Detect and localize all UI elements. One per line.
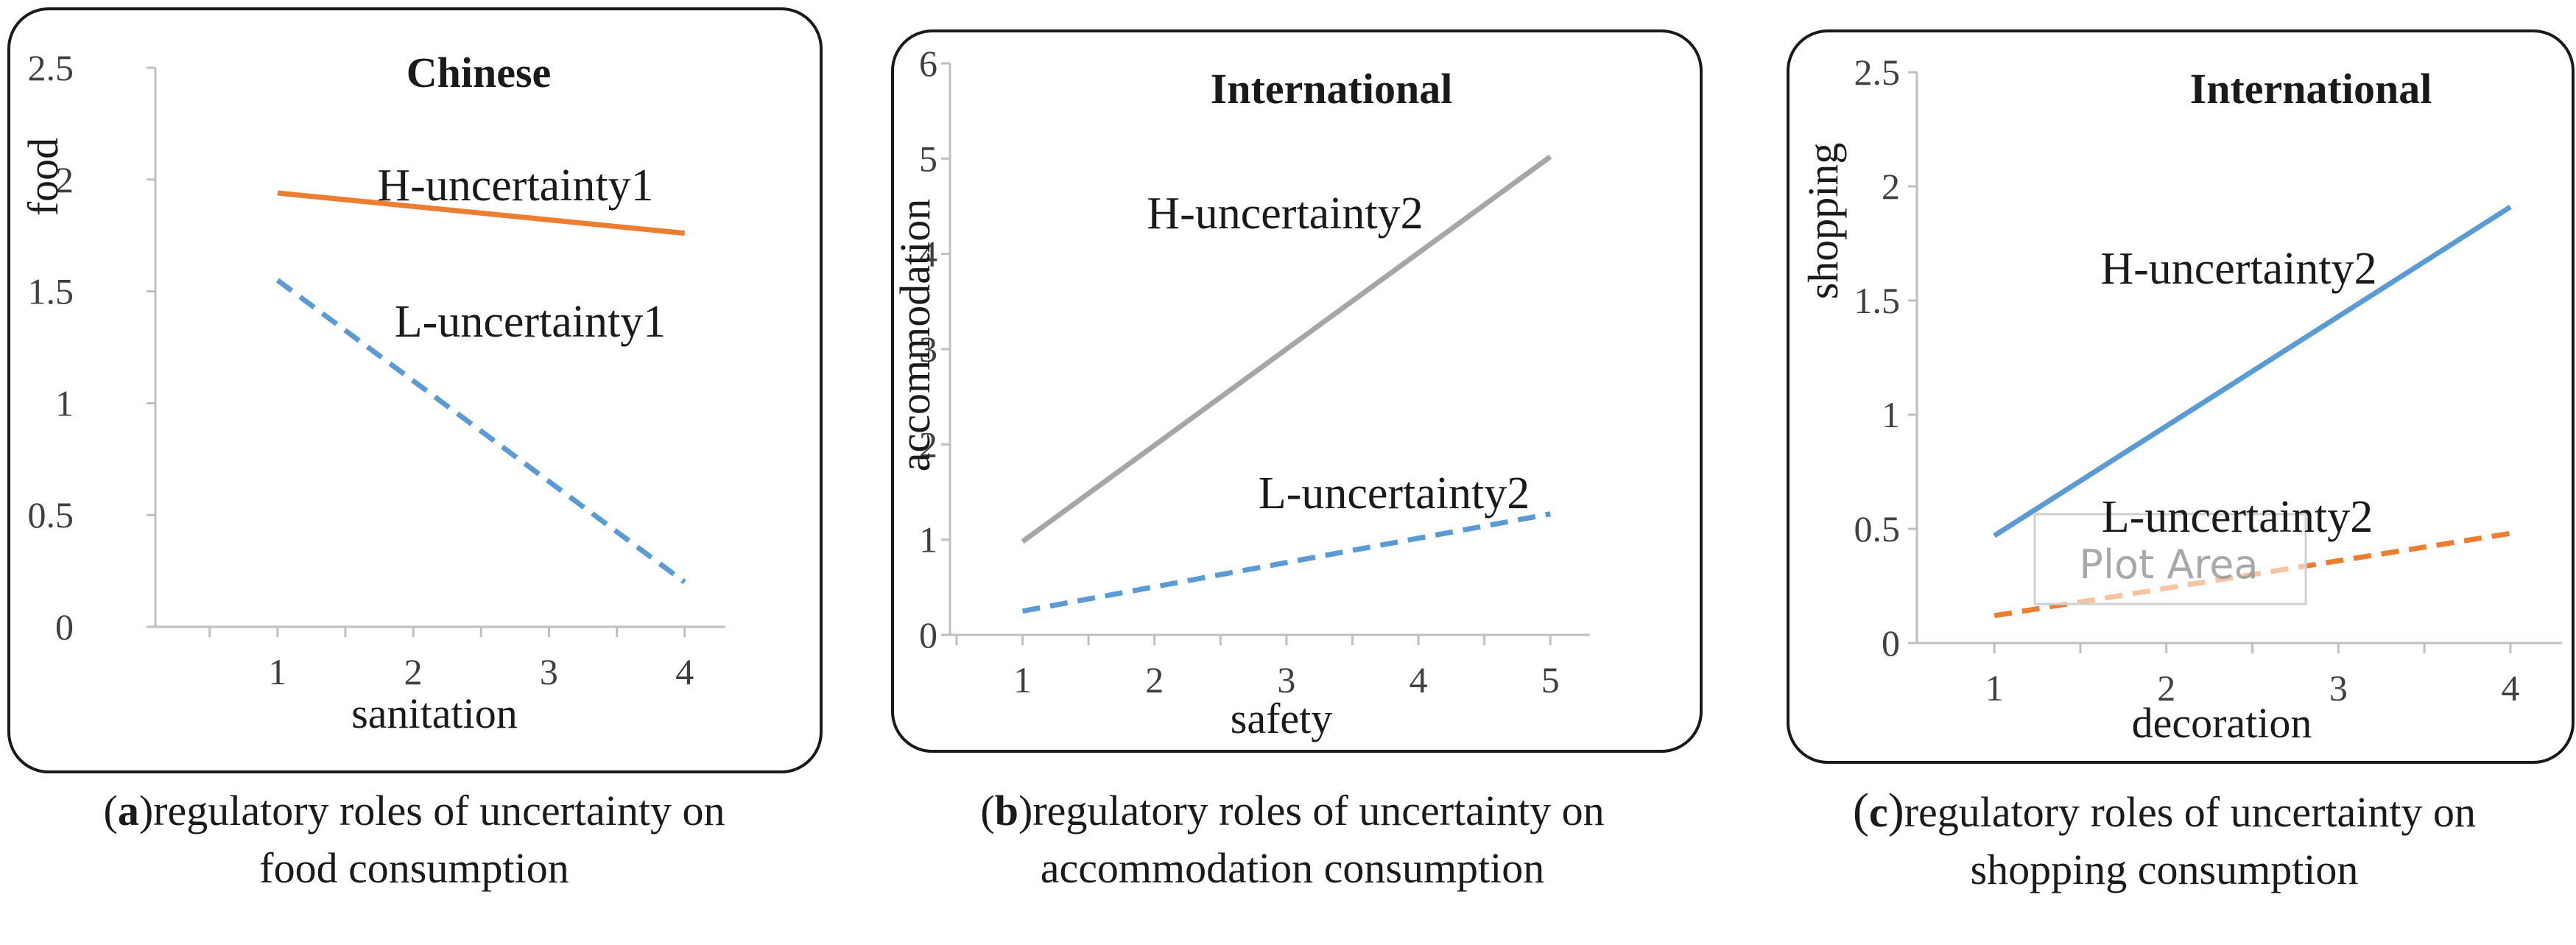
panel-3-title: International	[2190, 65, 2432, 113]
panel-3-xtick-label-1: 2	[2157, 667, 2175, 709]
caption-a: (a)regulatory roles of uncertainty on fo…	[0, 782, 828, 897]
caption-b: (b)regulatory roles of uncertainty on ac…	[865, 782, 1720, 897]
panel-1-xtick-label-0: 1	[268, 651, 286, 692]
panel-3-series-label-1: H-uncertainty2	[2100, 244, 2376, 294]
panel-2-ytick-label-4: 4	[919, 233, 937, 275]
caption-b-line2: accommodation consumption	[1040, 844, 1545, 892]
caption-b-label: b	[994, 787, 1018, 835]
panel-3-xtick-label-3: 4	[2501, 667, 2519, 709]
panel-1-xtick-label-3: 4	[675, 651, 694, 692]
panel-1-series-line-2	[275, 278, 686, 585]
panel-2-ytick-label-1: 1	[919, 519, 937, 561]
panel-3-xtick-label-2: 3	[2329, 667, 2348, 709]
panel-2-ytick-label-6: 6	[919, 43, 937, 84]
panel-1-xtick-label-1: 2	[404, 651, 423, 692]
panel-1-frame	[7, 7, 823, 773]
panel-3-frame	[1787, 29, 2575, 764]
panel-2-xtick-label-4: 5	[1541, 659, 1560, 700]
panel-3-xtick-label-0: 1	[1985, 667, 2004, 709]
panel-1-title: Chinese	[407, 49, 552, 96]
panel-2-ytick-label-2: 2	[919, 424, 937, 465]
panel-2-ytick-label-0: 0	[919, 614, 937, 656]
panel-2-ytick-label-5: 5	[919, 138, 937, 179]
panel-1-xtick-label-2: 3	[540, 651, 558, 692]
panel-2-xtick-label-0: 1	[1013, 659, 1032, 700]
panel-3-y-axis-label: shopping	[1799, 143, 1847, 300]
panel-2-series-line-1	[1021, 154, 1552, 544]
caption-c-text: regulatory roles of uncertainty on	[1904, 788, 2476, 836]
panel-3-ytick-label-2: 1	[1882, 394, 1900, 435]
caption-c: (c)regulatory roles of uncertainty on sh…	[1753, 782, 2576, 899]
panel-3-ytick-label-1: 0.5	[1854, 508, 1901, 549]
caption-c-line2: shopping consumption	[1970, 846, 2359, 893]
panel-3-x-axis-label: decoration	[2132, 699, 2312, 747]
panel-3-plot-area-tooltip-text: Plot Area	[2079, 541, 2258, 588]
panel-1-ytick-label-3: 1.5	[28, 271, 74, 312]
caption-a-label: a	[117, 787, 139, 835]
panel-2-title: International	[1211, 65, 1453, 113]
panel-1-ytick-label-0: 0	[55, 606, 74, 647]
panel-1-ytick-label-1: 0.5	[28, 494, 74, 535]
panel-3-ytick-label-3: 1.5	[1854, 280, 1901, 321]
panel-1-ytick-label-2: 1	[55, 382, 74, 424]
caption-a-line2: food consumption	[259, 844, 569, 892]
panel-2-y-axis-label: accommodation	[891, 199, 939, 471]
panel-2-frame	[891, 29, 1703, 753]
panel-3-plot-area-tooltip	[2033, 513, 2307, 605]
panel-1-series-label-2: L-uncertainty1	[395, 297, 666, 347]
panel-2-xtick-label-3: 4	[1410, 659, 1428, 700]
panel-2-series-line-2	[1021, 511, 1551, 614]
caption-c-label: c	[1868, 788, 1888, 836]
panel-1-ytick-label-5: 2.5	[28, 47, 74, 88]
panel-2-xtick-label-2: 3	[1277, 659, 1295, 700]
panel-1-series-label-1: H-uncertainty1	[377, 161, 653, 211]
panel-3-ytick-label-5: 2.5	[1854, 52, 1901, 93]
panel-1-y-axis-label: food	[19, 138, 67, 216]
panel-3-series-label-2: L-uncertainty2	[2102, 492, 2373, 542]
caption-b-text: regulatory roles of uncertainty on	[1032, 787, 1605, 835]
panel-2-series-label-2: L-uncertainty2	[1259, 468, 1530, 519]
panel-2-x-axis-label: safety	[1231, 695, 1333, 742]
panel-2-xtick-label-1: 2	[1145, 659, 1164, 700]
panel-2-series-label-1: H-uncertainty2	[1147, 189, 1423, 239]
panel-2-ytick-label-3: 3	[919, 329, 937, 370]
panel-1-series-line-1	[277, 190, 686, 236]
panel-3-ytick-label-4: 2	[1882, 166, 1900, 207]
panel-1-ytick-label-4: 2	[55, 159, 74, 200]
caption-a-text: regulatory roles of uncertainty on	[153, 787, 725, 835]
panel-1-x-axis-label: sanitation	[351, 689, 518, 737]
panel-3-series-line-1	[1993, 204, 2512, 538]
panel-3-ytick-label-0: 0	[1882, 622, 1900, 664]
